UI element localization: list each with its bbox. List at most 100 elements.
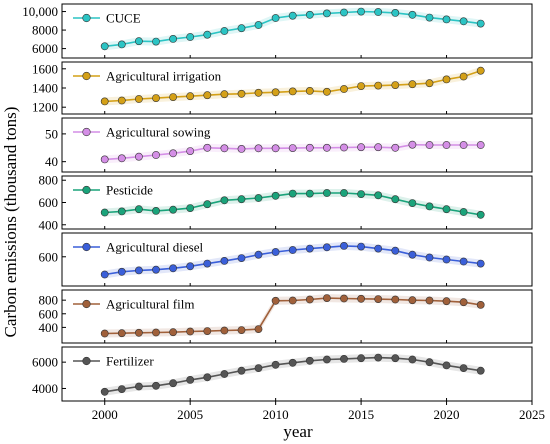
data-point (476, 259, 485, 268)
data-point (442, 75, 451, 84)
data-point (134, 266, 143, 275)
data-point (203, 200, 212, 209)
data-point (391, 8, 400, 17)
x-tick-label: 2015 (348, 407, 374, 422)
legend-marker (82, 356, 91, 366)
data-point (271, 191, 280, 200)
data-point (374, 8, 383, 16)
data-point (340, 189, 348, 197)
data-point (374, 191, 383, 200)
data-point (220, 27, 229, 35)
data-point (169, 149, 177, 158)
data-point (374, 244, 383, 253)
data-point (459, 72, 468, 81)
panel-frame (61, 3, 533, 59)
data-point (357, 190, 365, 198)
data-point (442, 255, 451, 264)
data-point (237, 326, 246, 334)
data-point (425, 202, 434, 211)
data-point (152, 265, 160, 274)
data-point (305, 295, 314, 304)
data-point (271, 88, 280, 97)
data-point (340, 85, 348, 93)
data-point (237, 144, 246, 153)
panel-frame (61, 117, 533, 173)
data-point (117, 154, 126, 163)
data-point (476, 141, 485, 149)
panel-3: 400 600 800 Pesticide (39, 173, 533, 232)
panel-6: 4000 6000 Fertilizer (32, 346, 533, 402)
panel-4: 600 Agricultural diesel (39, 232, 533, 287)
data-point (322, 189, 331, 197)
data-point (408, 199, 417, 207)
data-point (305, 87, 314, 95)
data-point (117, 329, 126, 338)
data-point (288, 189, 297, 198)
data-point (357, 82, 365, 90)
y-tick-label: 10,000 (22, 4, 58, 19)
data-point (169, 328, 177, 337)
data-point (425, 358, 434, 367)
data-point (288, 87, 297, 96)
data-point (152, 328, 160, 337)
data-point (254, 88, 263, 97)
data-point (459, 298, 468, 307)
data-point (476, 210, 485, 219)
data-point (203, 143, 212, 152)
legend-marker (82, 242, 91, 252)
y-axis-title: Carbon emissions (thousand tons) (1, 107, 20, 338)
data-point (186, 204, 195, 212)
data-point (340, 8, 348, 17)
legend-marker (82, 127, 91, 137)
data-point (374, 295, 383, 303)
data-point (357, 294, 365, 303)
data-point (203, 327, 212, 335)
data-point (152, 94, 160, 102)
data-point (322, 243, 331, 252)
legend-label: CUCE (106, 11, 141, 26)
data-point (408, 80, 417, 89)
data-point (203, 30, 212, 39)
data-point (220, 90, 229, 99)
data-point (220, 144, 229, 153)
data-point (152, 37, 160, 46)
data-point (425, 79, 434, 88)
data-point (100, 42, 109, 51)
data-point (134, 205, 143, 214)
data-point (322, 87, 331, 96)
y-tick-label: 600 (39, 249, 59, 264)
x-axis-title: year (283, 422, 313, 441)
x-tick-label: 2025 (519, 407, 545, 422)
data-point (169, 264, 177, 273)
y-tick-label: 400 (39, 217, 59, 232)
y-tick-label: 40 (45, 154, 58, 169)
data-point (340, 354, 348, 363)
data-point (237, 24, 246, 33)
data-point (288, 246, 297, 254)
data-point (237, 366, 246, 375)
panel-2: 40 50 Agricultural sowing (45, 117, 533, 173)
legend-marker (82, 185, 91, 195)
data-point (237, 254, 246, 262)
data-point (100, 155, 109, 164)
data-point (340, 241, 348, 250)
data-point (391, 195, 400, 204)
data-point (374, 353, 383, 362)
data-point (271, 144, 280, 153)
data-point (442, 361, 451, 370)
data-point (254, 364, 263, 372)
data-point (442, 205, 451, 214)
data-point (117, 40, 126, 49)
data-point (134, 152, 143, 161)
data-point (288, 358, 297, 367)
legend-label: Agricultural film (106, 297, 194, 312)
data-point (169, 205, 177, 214)
panel-frame (61, 346, 533, 402)
data-point (186, 327, 195, 336)
panel-0: 6000 8000 10,000 CUCE (22, 3, 533, 59)
data-point (476, 19, 485, 28)
data-point (459, 141, 468, 149)
legend-label: Pesticide (106, 183, 153, 198)
